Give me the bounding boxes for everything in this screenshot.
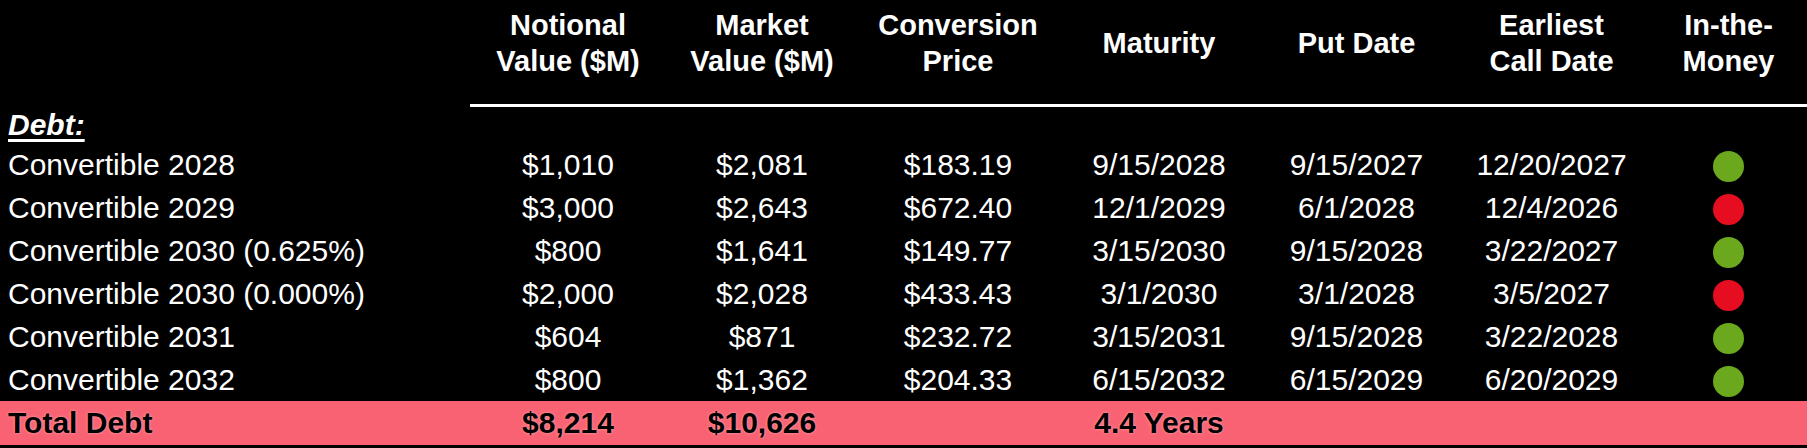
cell-total-conversion: [858, 401, 1058, 445]
column-header-earliest-call-date: Earliest Call Date: [1453, 0, 1650, 105]
cell-bond-name: Convertible 2030 (0.625%): [0, 229, 470, 272]
cell-in-the-money: [1650, 358, 1807, 401]
cell-in-the-money: [1650, 315, 1807, 358]
cell-conversion-price: $149.77: [858, 229, 1058, 272]
cell-market-value: $2,081: [666, 143, 858, 186]
section-row-debt: Debt:: [0, 105, 1807, 143]
cell-earliest-call-date: 6/20/2029: [1453, 358, 1650, 401]
column-header-notional-value: Notional Value ($M): [470, 0, 666, 105]
cell-put-date: 3/1/2028: [1260, 272, 1453, 315]
cell-earliest-call-date: 3/22/2028: [1453, 315, 1650, 358]
cell-notional-value: $604: [470, 315, 666, 358]
cell-in-the-money: [1650, 229, 1807, 272]
cell-conversion-price: $232.72: [858, 315, 1058, 358]
cell-maturity: 3/15/2031: [1058, 315, 1260, 358]
cell-put-date: 6/15/2029: [1260, 358, 1453, 401]
column-header-blank: [0, 0, 470, 105]
section-label-cell: Debt:: [0, 105, 1807, 143]
in-the-money-dot: [1713, 366, 1744, 397]
cell-put-date: 6/1/2028: [1260, 186, 1453, 229]
cell-in-the-money: [1650, 272, 1807, 315]
cell-market-value: $2,028: [666, 272, 858, 315]
cell-notional-value: $1,010: [470, 143, 666, 186]
cell-total-call: [1453, 401, 1650, 445]
cell-notional-value: $800: [470, 358, 666, 401]
cell-total-itm: [1650, 401, 1807, 445]
cell-market-value: $1,362: [666, 358, 858, 401]
in-the-money-dot: [1713, 237, 1744, 268]
cell-bond-name: Convertible 2028: [0, 143, 470, 186]
cell-maturity: 12/1/2029: [1058, 186, 1260, 229]
cell-conversion-price: $672.40: [858, 186, 1058, 229]
cell-bond-name: Convertible 2030 (0.000%): [0, 272, 470, 315]
cell-conversion-price: $183.19: [858, 143, 1058, 186]
table-row: Convertible 2030 (0.000%) $2,000 $2,028 …: [0, 272, 1807, 315]
table-row: Convertible 2030 (0.625%) $800 $1,641 $1…: [0, 229, 1807, 272]
cell-bond-name: Convertible 2029: [0, 186, 470, 229]
header-row: Notional Value ($M) Market Value ($M) Co…: [0, 0, 1807, 105]
cell-maturity: 9/15/2028: [1058, 143, 1260, 186]
cell-market-value: $2,643: [666, 186, 858, 229]
cell-in-the-money: [1650, 143, 1807, 186]
cell-notional-value: $800: [470, 229, 666, 272]
convertible-debt-table: Notional Value ($M) Market Value ($M) Co…: [0, 0, 1807, 445]
cell-market-value: $1,641: [666, 229, 858, 272]
cell-total-notional: $8,214: [470, 401, 666, 445]
cell-total-market: $10,626: [666, 401, 858, 445]
convertible-debt-slide: Notional Value ($M) Market Value ($M) Co…: [0, 0, 1807, 448]
cell-earliest-call-date: 3/22/2027: [1453, 229, 1650, 272]
cell-bond-name: Convertible 2031: [0, 315, 470, 358]
cell-put-date: 9/15/2027: [1260, 143, 1453, 186]
in-the-money-dot: [1713, 194, 1744, 225]
cell-conversion-price: $204.33: [858, 358, 1058, 401]
cell-in-the-money: [1650, 186, 1807, 229]
table-row: Convertible 2031 $604 $871 $232.72 3/15/…: [0, 315, 1807, 358]
cell-total-maturity: 4.4 Years: [1058, 401, 1260, 445]
total-row: Total Debt $8,214 $10,626 4.4 Years: [0, 401, 1807, 445]
cell-earliest-call-date: 12/4/2026: [1453, 186, 1650, 229]
cell-total-put: [1260, 401, 1453, 445]
in-the-money-dot: [1713, 323, 1744, 354]
in-the-money-dot: [1713, 280, 1744, 311]
column-header-market-value: Market Value ($M): [666, 0, 858, 105]
table-row: Convertible 2028 $1,010 $2,081 $183.19 9…: [0, 143, 1807, 186]
cell-bond-name: Convertible 2032: [0, 358, 470, 401]
cell-total-label: Total Debt: [0, 401, 470, 445]
column-header-conversion-price: Conversion Price: [858, 0, 1058, 105]
section-label-debt: Debt:: [8, 108, 85, 141]
column-header-maturity: Maturity: [1058, 0, 1260, 105]
column-header-put-date: Put Date: [1260, 0, 1453, 105]
cell-maturity: 3/1/2030: [1058, 272, 1260, 315]
cell-earliest-call-date: 12/20/2027: [1453, 143, 1650, 186]
column-header-in-the-money: In-the- Money: [1650, 0, 1807, 105]
in-the-money-dot: [1713, 151, 1744, 182]
cell-maturity: 6/15/2032: [1058, 358, 1260, 401]
table-row: Convertible 2029 $3,000 $2,643 $672.40 1…: [0, 186, 1807, 229]
cell-maturity: 3/15/2030: [1058, 229, 1260, 272]
cell-put-date: 9/15/2028: [1260, 315, 1453, 358]
cell-put-date: 9/15/2028: [1260, 229, 1453, 272]
table-row: Convertible 2032 $800 $1,362 $204.33 6/1…: [0, 358, 1807, 401]
cell-earliest-call-date: 3/5/2027: [1453, 272, 1650, 315]
cell-conversion-price: $433.43: [858, 272, 1058, 315]
cell-notional-value: $2,000: [470, 272, 666, 315]
cell-market-value: $871: [666, 315, 858, 358]
cell-notional-value: $3,000: [470, 186, 666, 229]
